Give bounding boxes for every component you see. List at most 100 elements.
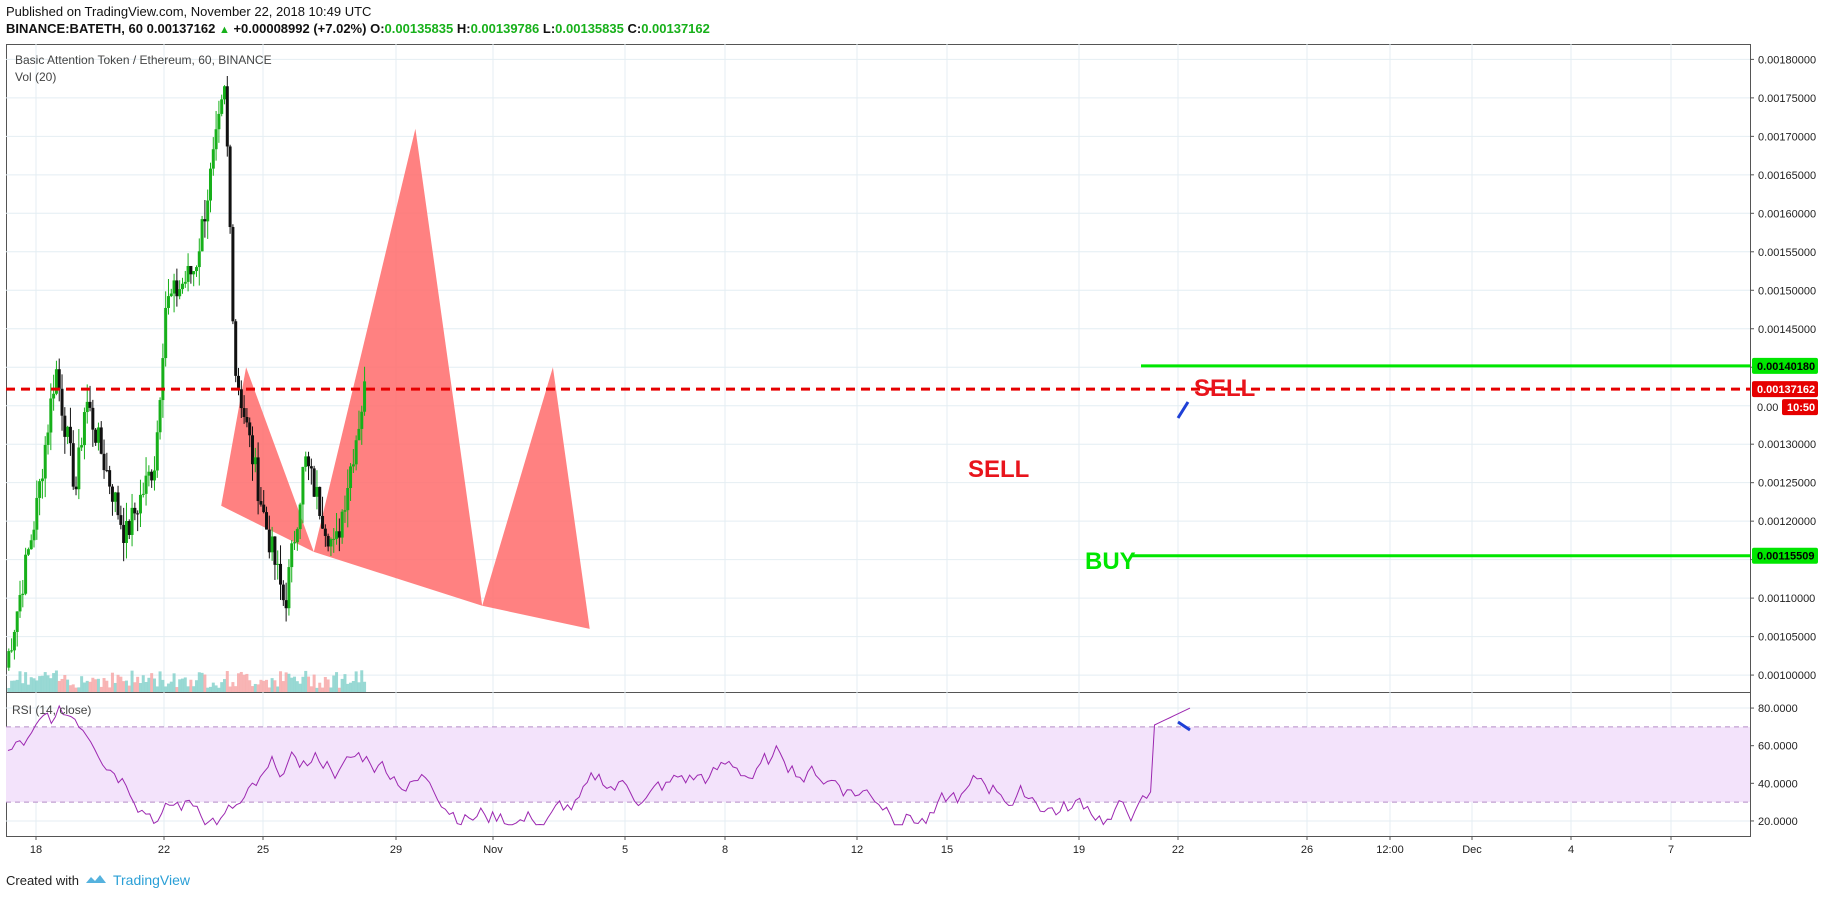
candle-body [312,468,316,497]
volume-bar [343,674,347,692]
volume-bar [38,676,42,692]
candle-body [270,536,274,553]
candle-body [259,501,263,505]
y-tick-label: 0.00150000 [1758,285,1816,297]
candle-body [245,417,249,423]
candle-body [102,453,106,471]
volume-bar [21,683,25,692]
volume-bar [10,680,14,692]
price-tag-label: 0.00 [1757,402,1778,414]
candle-body [133,507,137,514]
x-tick-label: 22 [1172,844,1184,856]
candle-body [144,475,148,494]
candle-body [166,296,170,308]
candle-body [186,265,190,282]
candle-body [85,401,89,413]
rsi-blue-marker [1177,720,1191,732]
candle-body [287,567,291,609]
volume-bar [26,684,30,692]
volume-bar [57,680,61,692]
volume-bar [318,682,322,692]
created-with-label: Created with [6,872,79,888]
volume-bar [130,670,134,692]
y-tick-label: 0.00180000 [1758,54,1816,66]
candle-body [35,497,39,530]
volume-bar [279,671,283,692]
volume-bar [332,675,336,692]
volume-bar [166,683,170,692]
candle-body [158,400,162,433]
rsi-tick-label: 60.0000 [1758,741,1798,753]
candle-body [10,650,14,652]
candle-body [116,492,120,516]
candle-body [321,515,325,529]
volume-bar [211,682,215,692]
candle-body [155,432,159,471]
y-tick-label: 0.00105000 [1758,632,1816,644]
candle-body [284,600,288,609]
volume-bar [133,682,137,692]
high-value: 0.00139786 [470,21,540,36]
up-arrow-icon: ▲ [218,24,230,36]
volume-bar [217,687,221,692]
candle-body [351,464,355,467]
candle-body [113,492,117,502]
change-value: +0.00008992 (+7.02%) [233,21,367,36]
volume-bar [102,678,106,692]
candle-body [40,478,44,482]
sell-annotation-1: SELL [968,456,1029,483]
volume-bar [234,686,238,692]
candle-body [54,369,58,394]
y-tick-label: 0.00130000 [1758,439,1816,451]
volume-bar [152,678,156,692]
volume-bar [197,672,201,692]
candle-body [77,447,81,490]
pattern-right-shoulder [482,367,590,629]
y-tick-label: 0.00110000 [1758,593,1815,605]
candle-body [273,536,277,565]
rsi-band [6,726,1750,803]
volume-bar [110,672,114,692]
candle-body [183,281,187,284]
candle-body [290,543,294,568]
price-tag-label: 10:50 [1787,402,1815,414]
volume-bar [24,672,28,692]
candle-body [152,470,156,481]
volume-bar [253,683,257,692]
y-tick-label: 0.00160000 [1758,208,1816,220]
candle-body [138,494,142,514]
volume-bar [259,679,263,692]
candle-body [12,631,16,651]
volume-bar [340,678,344,692]
candle-body [71,443,75,487]
candle-body [203,219,207,222]
tradingview-logo-icon [85,875,106,883]
x-tick-label: 18 [30,844,42,856]
volume-bar [15,679,19,692]
volume-bar [66,679,70,692]
volume-bar [49,678,53,692]
candle-body [357,428,361,441]
volume-bar [351,681,355,692]
candle-body [335,531,339,539]
y-tick-label: 0.00165000 [1758,170,1816,182]
volume-bar [29,677,33,692]
candle-body [136,513,140,515]
candle-body [66,426,70,437]
candle-body [346,488,350,511]
candle-body [194,267,198,272]
volume-bar [144,681,148,692]
volume-bar [161,679,165,692]
volume-bar [18,671,22,692]
candle-body [295,529,299,543]
rsi-tick-label: 40.0000 [1758,778,1798,790]
tradingview-brand-link[interactable]: TradingView [112,872,191,888]
volume-bar [265,679,269,692]
candle-body [332,538,336,540]
volume-bar [208,686,212,692]
candle-body [315,486,319,497]
price-tag-label: 0.00137162 [1757,384,1815,396]
candle-body [122,524,126,543]
candle-body [26,549,30,555]
